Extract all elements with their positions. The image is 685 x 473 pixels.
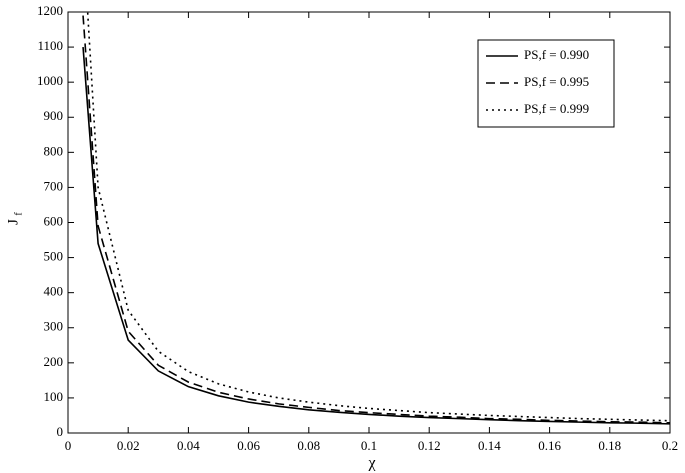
x-tick-label: 0.12 [418,438,441,453]
y-tick-label: 600 [44,213,64,228]
series-line [86,12,670,422]
y-axis-label: J [5,219,21,225]
y-tick-label: 800 [44,143,64,158]
legend-label: PS,f = 0.990 [524,47,589,62]
y-tick-label: 500 [44,249,64,264]
legend-label: PS,f = 0.999 [524,101,589,116]
x-tick-label: 0.14 [478,438,501,453]
x-axis-label: χ [367,455,376,472]
legend-label: PS,f = 0.995 [524,74,589,89]
x-tick-label: 0.18 [598,438,621,453]
y-tick-label: 1000 [37,73,63,88]
y-tick-label: 700 [44,178,64,193]
x-tick-label: 0 [65,438,72,453]
y-tick-label: 300 [44,319,64,334]
y-tick-label: 900 [44,108,64,123]
series-line [82,47,670,425]
x-tick-label: 0.1 [361,438,377,453]
y-tick-label: 200 [44,354,64,369]
x-tick-label: 0.2 [662,438,678,453]
y-tick-label: 1100 [37,38,63,53]
y-tick-label: 1200 [37,3,63,18]
series-line [82,15,670,424]
x-tick-label: 0.06 [237,438,260,453]
x-tick-label: 0.02 [117,438,140,453]
y-axis-label-group: J f [5,212,24,225]
x-tick-label: 0.16 [538,438,561,453]
y-tick-label: 100 [44,389,64,404]
plot-lines [82,12,670,425]
x-tick-label: 0.08 [297,438,320,453]
y-tick-label: 400 [44,284,64,299]
y-axis-label-subscript: f [13,212,24,216]
y-tick-label: 0 [57,424,64,439]
x-tick-label: 0.04 [177,438,200,453]
